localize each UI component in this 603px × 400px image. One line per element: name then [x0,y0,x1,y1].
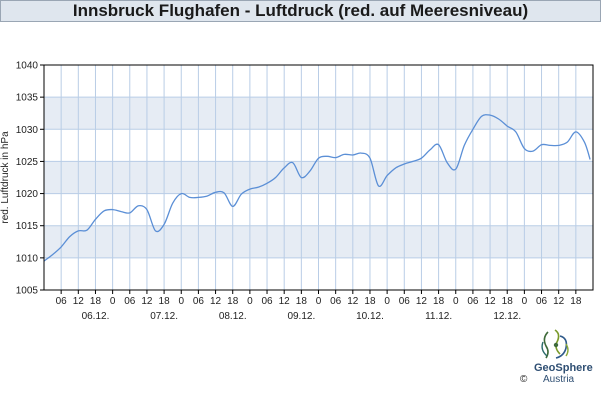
x-tick-label: 18 [90,296,102,307]
logo-mark-icon [541,329,569,359]
x-tick-label: 18 [433,296,445,307]
x-tick-label: 06 [536,296,548,307]
x-tick-label: 0 [522,296,528,307]
date-label: 07.12. [150,311,178,322]
y-tick-label: 1005 [16,286,39,297]
pressure-series-line [43,114,591,262]
x-tick-label: 06 [56,296,68,307]
x-tick-label: 0 [316,296,322,307]
x-tick-label: 06 [124,296,136,307]
y-tick-label: 1035 [16,93,39,104]
x-tick-label: 12 [347,296,359,307]
x-tick-label: 06 [330,296,342,307]
x-tick-label: 12 [485,296,497,307]
x-tick-label: 0 [453,296,459,307]
date-label: 12.12. [493,311,521,322]
x-tick-label: 06 [193,296,205,307]
series-layer [43,114,591,262]
x-tick-label: 12 [553,296,565,307]
x-tick-label: 18 [159,296,171,307]
x-tick-label: 12 [279,296,291,307]
y-tick-label: 1030 [16,125,39,136]
x-tick-label: 18 [296,296,308,307]
x-tick-label: 18 [227,296,239,307]
logo-sub: Austria [543,374,575,385]
copyright-symbol: © [520,374,528,385]
chart-title: Innsbruck Flughafen - Luftdruck (red. au… [72,1,529,20]
x-tick-label: 12 [416,296,428,307]
x-tick-label: 06 [261,296,273,307]
x-tick-label: 06 [467,296,479,307]
x-tick-label: 18 [570,296,582,307]
date-label: 11.12. [425,311,452,322]
date-label: 08.12. [219,311,247,322]
date-label: 06.12. [82,311,110,322]
x-tick-label: 18 [364,296,376,307]
x-tick-label: 0 [247,296,253,307]
y-tick-label: 1025 [16,157,39,168]
x-tick-label: 0 [384,296,390,307]
y-axis-label: red. Luftdruck in hPa [0,131,11,224]
x-tick-label: 06 [399,296,411,307]
y-tick-label: 1040 [16,61,39,72]
x-tick-label: 0 [178,296,184,307]
y-tick-label: 1010 [16,253,39,264]
y-tick-label: 1020 [16,189,39,200]
x-tick-label: 18 [502,296,514,307]
x-tick-label: 12 [210,296,222,307]
logo-name: GeoSphere [534,362,593,374]
x-tick-label: 12 [73,296,85,307]
chart-title-bar: Innsbruck Flughafen - Luftdruck (red. au… [0,0,601,22]
x-tick-label: 0 [110,296,116,307]
date-label: 09.12. [287,311,315,322]
date-label: 10.12. [356,311,384,322]
x-tick-label: 12 [141,296,153,307]
y-tick-label: 1015 [16,221,39,232]
